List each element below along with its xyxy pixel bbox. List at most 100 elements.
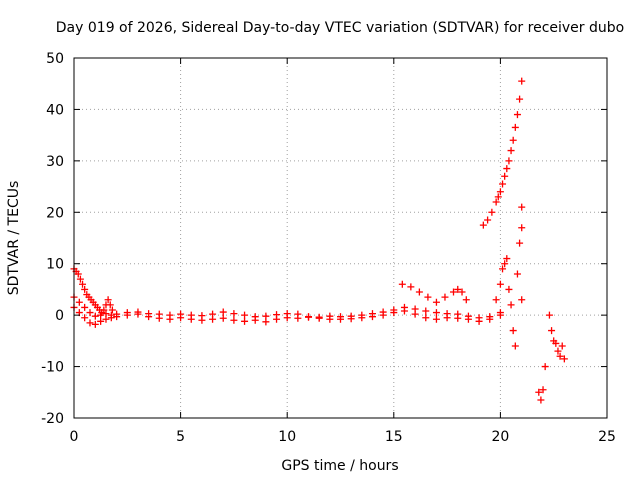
data-point — [283, 310, 291, 318]
data-point — [337, 313, 344, 321]
data-point — [449, 288, 457, 296]
series-tail-points — [535, 311, 568, 404]
data-point — [368, 310, 376, 318]
data-point — [91, 320, 99, 328]
data-point — [545, 311, 553, 319]
data-point — [106, 301, 114, 309]
data-point — [241, 311, 249, 319]
data-point — [479, 221, 487, 229]
data-point — [484, 216, 492, 224]
data-point — [432, 298, 440, 306]
data-point — [81, 314, 89, 322]
y-tick-label: 10 — [46, 257, 64, 273]
data-point — [407, 283, 415, 291]
data-point — [554, 347, 562, 355]
y-tick-label: 40 — [46, 102, 64, 118]
series-late-scatter — [492, 203, 526, 350]
data-point — [518, 296, 526, 304]
data-point — [505, 157, 513, 165]
y-axis-title: SDTVAR / TECUs — [6, 181, 22, 296]
data-point — [230, 310, 238, 318]
data-point — [273, 311, 281, 319]
data-point — [552, 339, 560, 347]
data-point — [556, 352, 564, 360]
y-tick-label: -10 — [41, 360, 64, 376]
data-point — [390, 306, 398, 314]
series-early-spike — [70, 265, 116, 317]
data-point — [458, 288, 466, 296]
data-point — [507, 301, 515, 309]
data-point — [499, 180, 507, 188]
data-point — [496, 280, 504, 288]
data-point — [134, 308, 142, 316]
data-point — [219, 308, 227, 316]
data-point — [513, 111, 521, 119]
data-point — [488, 208, 496, 216]
y-tick-label: 0 — [55, 308, 64, 324]
data-point — [494, 193, 502, 201]
y-tick-label: 50 — [46, 51, 64, 67]
data-point — [177, 310, 185, 318]
data-point — [496, 309, 504, 317]
data-point — [422, 307, 430, 315]
data-point — [262, 312, 270, 320]
data-point — [107, 311, 115, 319]
data-point — [415, 288, 423, 296]
series-afternoon-bump — [398, 280, 470, 306]
data-point — [492, 296, 500, 304]
data-point — [432, 309, 440, 317]
data-point — [145, 310, 153, 318]
x-tick-label: 25 — [598, 429, 616, 445]
plot-frame — [73, 57, 608, 419]
data-point — [537, 396, 545, 404]
data-point — [305, 313, 313, 321]
data-point — [81, 303, 89, 311]
data-point — [505, 285, 513, 293]
data-point — [219, 314, 227, 322]
data-point — [76, 275, 84, 283]
data-point — [501, 172, 509, 180]
data-point — [230, 316, 238, 324]
data-point — [539, 386, 547, 394]
data-point — [422, 314, 430, 322]
data-point — [513, 270, 521, 278]
data-point — [209, 310, 217, 318]
data-point — [558, 342, 566, 350]
data-point — [187, 311, 195, 319]
x-tick-label: 15 — [385, 429, 403, 445]
data-point — [81, 285, 89, 293]
data-point — [509, 136, 517, 144]
data-point — [511, 342, 519, 350]
y-tick-label: 20 — [46, 205, 64, 221]
data-point — [560, 355, 568, 363]
data-point — [108, 306, 116, 314]
x-axis-title: GPS time / hours — [281, 458, 398, 474]
y-tick-label: 30 — [46, 154, 64, 170]
x-tick-label: 0 — [70, 429, 79, 445]
data-point — [548, 327, 556, 335]
data-point — [511, 123, 519, 131]
axis-ticks: 0 5 10 15 20 25 -20 -10 0 10 20 30 40 50 — [41, 51, 616, 445]
data-point — [86, 309, 94, 317]
data-point — [379, 308, 387, 316]
data-point — [516, 239, 524, 247]
data-point — [541, 363, 549, 371]
data-point — [411, 305, 419, 313]
data-point — [241, 317, 249, 325]
data-point — [400, 303, 408, 311]
data-point — [294, 310, 302, 318]
data-point — [454, 310, 462, 318]
data-point — [503, 255, 511, 263]
data-point — [454, 285, 462, 293]
data-point — [443, 310, 451, 318]
data-point — [79, 280, 87, 288]
data-point — [155, 310, 163, 318]
data-point — [123, 309, 131, 317]
data-point — [398, 280, 406, 288]
data-point — [499, 265, 507, 273]
data-point — [113, 310, 121, 318]
data-point — [464, 312, 472, 320]
x-tick-label: 10 — [278, 429, 296, 445]
data-point — [516, 95, 524, 103]
y-tick-label: -20 — [41, 411, 64, 427]
